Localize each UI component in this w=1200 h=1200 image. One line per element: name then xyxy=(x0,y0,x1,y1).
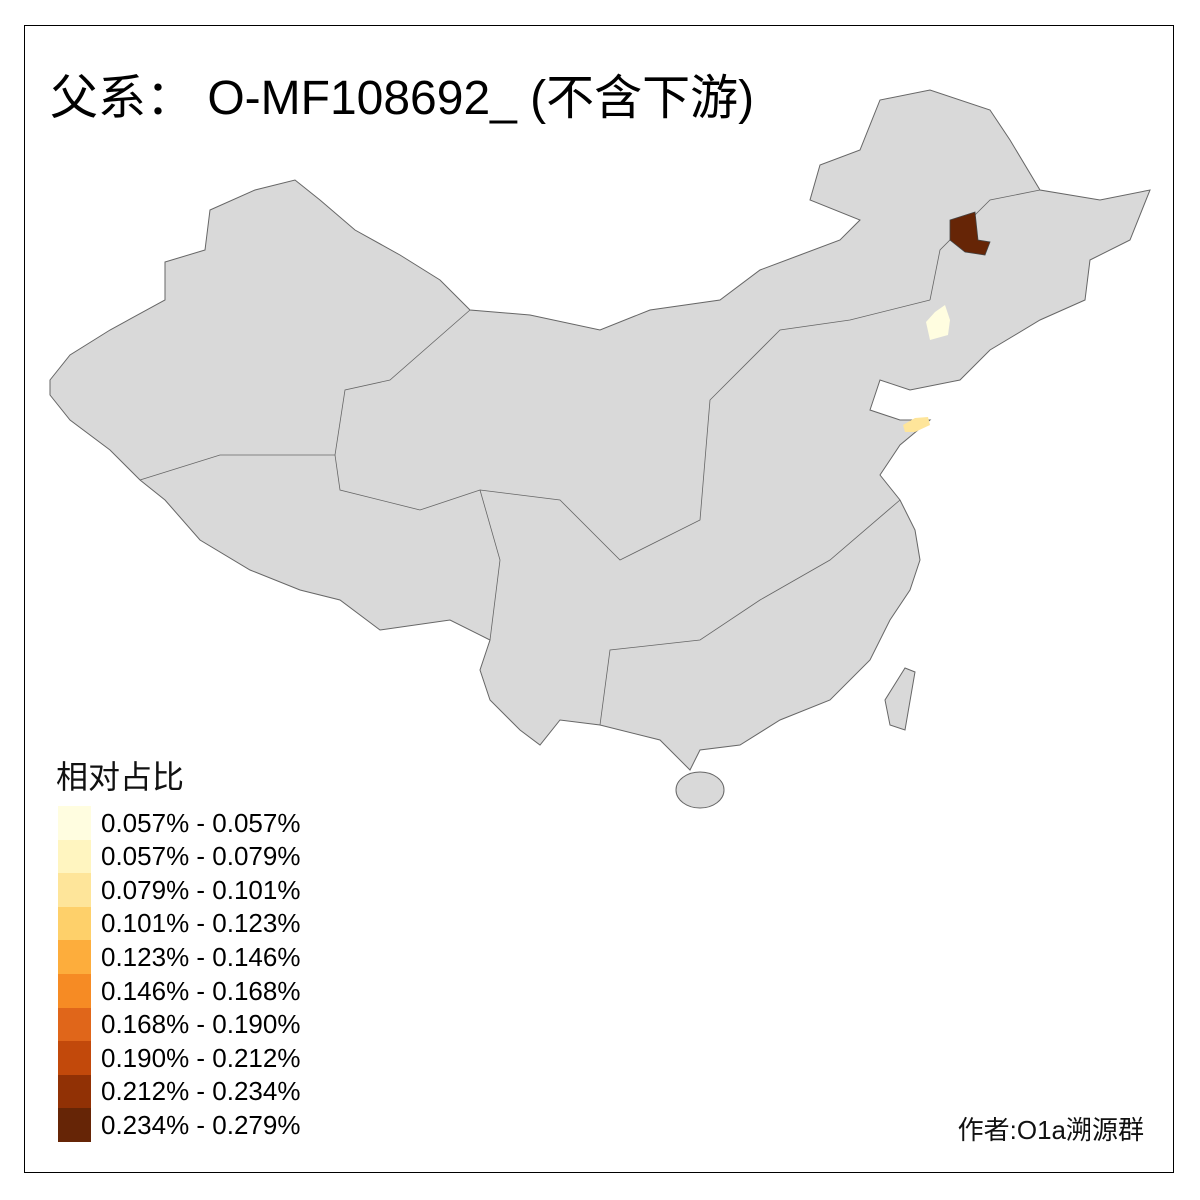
author-credit: 作者:O1a溯源群 xyxy=(957,1115,1144,1145)
region-low-share xyxy=(903,417,930,432)
legend-item: 0.101% - 0.123% xyxy=(58,906,301,941)
region-highest-share xyxy=(949,211,991,256)
province-borders xyxy=(139,309,471,481)
legend-swatch xyxy=(58,1041,91,1076)
province-borders xyxy=(599,499,901,726)
legend-swatch xyxy=(58,873,91,908)
legend-label: 0.057% - 0.057% xyxy=(101,807,301,838)
province-borders xyxy=(334,454,501,641)
legend-label: 0.212% - 0.234% xyxy=(101,1076,301,1107)
legend-swatch xyxy=(58,806,91,840)
legend-title: 相对占比 xyxy=(56,759,185,795)
legend-swatch xyxy=(58,940,91,975)
legend-swatch xyxy=(58,839,91,874)
hainan-region xyxy=(675,771,725,809)
legend-swatch xyxy=(58,974,91,1008)
legend-label: 0.101% - 0.123% xyxy=(101,908,301,939)
plot-frame xyxy=(24,25,1174,1173)
legend-swatch xyxy=(58,1074,91,1109)
legend-label: 0.057% - 0.079% xyxy=(101,841,301,872)
legend-swatch xyxy=(58,1007,91,1042)
legend-label: 0.234% - 0.279% xyxy=(101,1109,301,1140)
legend-item: 0.234% - 0.279% xyxy=(58,1108,301,1143)
legend-item: 0.212% - 0.234% xyxy=(58,1074,301,1109)
map-title: 父系： O-MF108692_ (不含下游) xyxy=(50,72,755,125)
legend-swatch xyxy=(58,1108,91,1143)
taiwan-region xyxy=(884,667,916,731)
legend-label: 0.190% - 0.212% xyxy=(101,1042,301,1073)
legend-item: 0.146% - 0.168% xyxy=(58,974,300,1008)
legend-label: 0.146% - 0.168% xyxy=(101,975,301,1006)
legend-label: 0.168% - 0.190% xyxy=(101,1009,301,1040)
legend-item: 0.123% - 0.146% xyxy=(58,940,301,975)
legend-item: 0.057% - 0.079% xyxy=(58,839,301,874)
legend-item: 0.190% - 0.212% xyxy=(58,1041,301,1076)
legend-label: 0.123% - 0.146% xyxy=(101,941,301,972)
legend-label: 0.079% - 0.101% xyxy=(101,874,301,905)
region-lowest-share xyxy=(926,305,950,340)
mainland-region xyxy=(49,89,1151,771)
legend-item: 0.079% - 0.101% xyxy=(58,873,301,908)
province-borders xyxy=(479,299,931,561)
legend-swatch xyxy=(58,906,91,941)
legend-item: 0.168% - 0.190% xyxy=(58,1007,301,1042)
legend-item: 0.057% - 0.057% xyxy=(58,806,300,840)
